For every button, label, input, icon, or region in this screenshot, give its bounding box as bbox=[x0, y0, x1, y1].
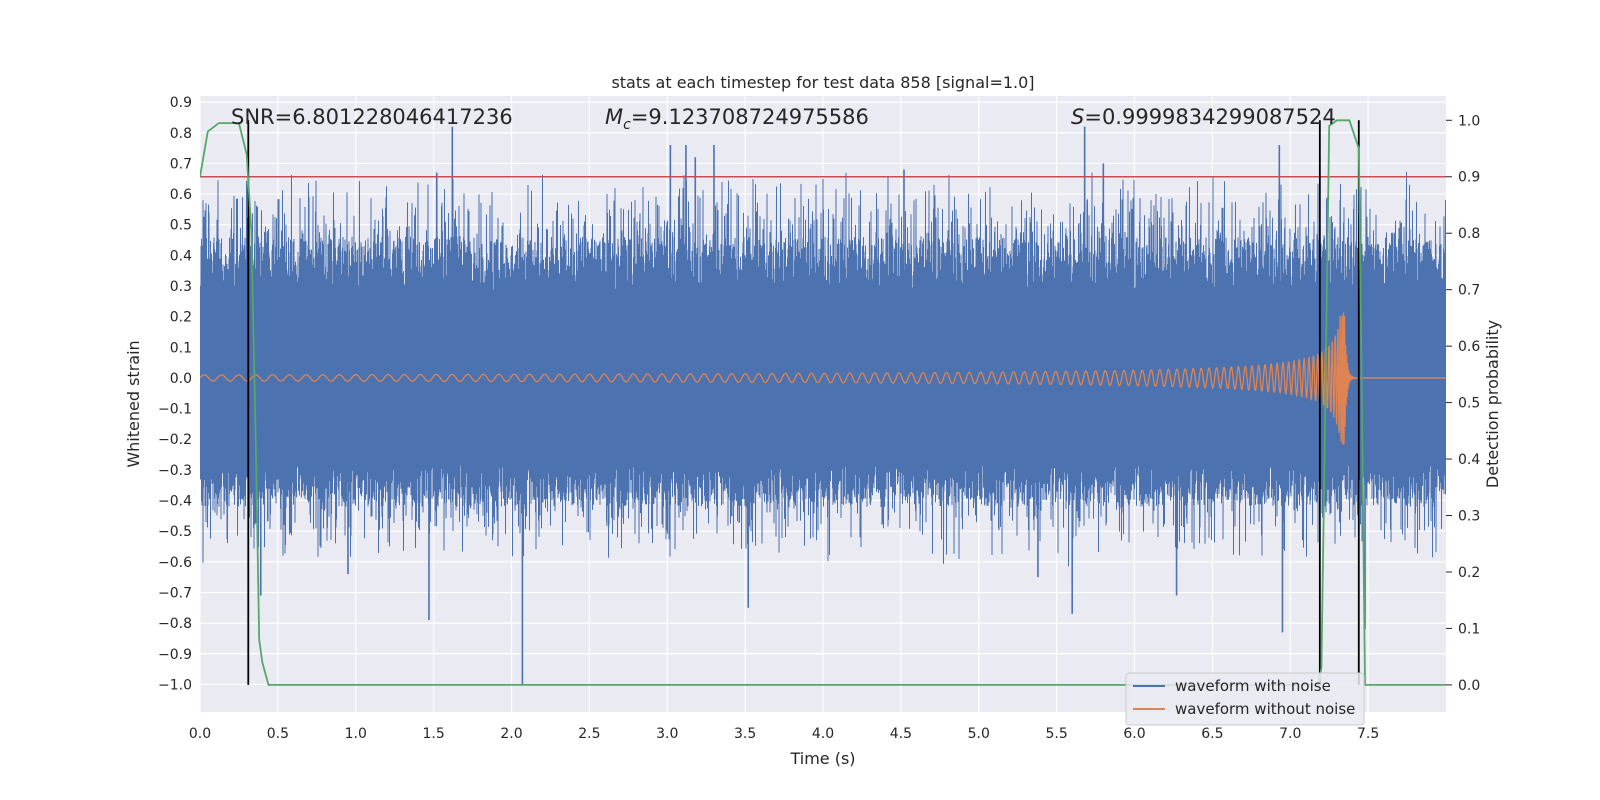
y-tick-label: −1.0 bbox=[158, 677, 192, 693]
y-tick-label: 0.0 bbox=[170, 371, 192, 387]
x-tick-label: 6.5 bbox=[1201, 726, 1223, 742]
mc-value: =9.123708724975586 bbox=[631, 105, 869, 129]
y-tick-label: −0.6 bbox=[158, 555, 192, 571]
y-tick-label: −0.4 bbox=[158, 494, 192, 510]
x-tick-label: 3.5 bbox=[734, 726, 756, 742]
x-tick-label: 6.0 bbox=[1123, 726, 1145, 742]
x-tick-label: 5.0 bbox=[968, 726, 990, 742]
y-tick-label: 0.8 bbox=[170, 126, 192, 142]
y2-axis-label: Detection probability bbox=[1483, 320, 1502, 488]
y-tick-label: 0.9 bbox=[170, 95, 192, 111]
waveform-with-noise-series bbox=[200, 126, 1446, 685]
y2-tick-label: 1.0 bbox=[1458, 113, 1480, 129]
snr-annotation: SNR=6.801228046417236 bbox=[231, 105, 513, 129]
x-tick-label: 1.5 bbox=[422, 726, 444, 742]
y-tick-label: 0.1 bbox=[170, 340, 192, 356]
chirp-mass-annotation: Mc=9.123708724975586 bbox=[605, 105, 869, 133]
legend-label-noisy: waveform with noise bbox=[1175, 677, 1331, 695]
x-tick-label: 2.5 bbox=[578, 726, 600, 742]
mc-subscript: c bbox=[623, 117, 631, 133]
y2-tick-label: 0.1 bbox=[1458, 621, 1480, 637]
y-tick-label: −0.5 bbox=[158, 524, 192, 540]
legend: waveform with noise waveform without noi… bbox=[1125, 672, 1365, 726]
y-tick-label: −0.7 bbox=[158, 585, 192, 601]
axis-ticks: 0.0 0.5 1.0 1.5 2.0 2.5 3.0 3.5 4.0 4.5 5.0 5.5 6.0 6… bbox=[158, 95, 1480, 742]
y-tick-label: 0.7 bbox=[170, 156, 192, 172]
y-axis-label: Whitened strain bbox=[124, 340, 143, 467]
y2-tick-label: 0.8 bbox=[1458, 226, 1480, 242]
x-tick-label: 4.0 bbox=[812, 726, 834, 742]
x-tick-label: 1.0 bbox=[345, 726, 367, 742]
y2-tick-label: 0.7 bbox=[1458, 283, 1480, 299]
detection-probability-series bbox=[200, 119, 1446, 686]
s-symbol: S bbox=[1071, 105, 1084, 129]
x-tick-label: 4.5 bbox=[890, 726, 912, 742]
legend-label-clean: waveform without noise bbox=[1175, 700, 1355, 718]
y2-tick-label: 0.6 bbox=[1458, 339, 1480, 355]
x-tick-label: 0.5 bbox=[267, 726, 289, 742]
x-tick-label: 3.0 bbox=[656, 726, 678, 742]
significance-annotation: S=0.9999834299087524 bbox=[1071, 105, 1336, 129]
legend-box bbox=[1125, 672, 1365, 726]
x-tick-label: 7.0 bbox=[1279, 726, 1301, 742]
s-value: =0.9999834299087524 bbox=[1084, 105, 1335, 129]
y-tick-label: −0.8 bbox=[158, 616, 192, 632]
y-tick-label: 0.2 bbox=[170, 310, 192, 326]
y-tick-label: −0.9 bbox=[158, 647, 192, 663]
y2-tick-label: 0.5 bbox=[1458, 396, 1480, 412]
y-tick-label: −0.1 bbox=[158, 402, 192, 418]
noisy-waveform-line bbox=[200, 171, 1446, 567]
y-tick-label: 0.5 bbox=[170, 218, 192, 234]
mc-symbol: M bbox=[605, 105, 623, 129]
y-tick-label: −0.2 bbox=[158, 432, 192, 448]
chart-title: stats at each timestep for test data 858… bbox=[611, 73, 1034, 92]
y-tick-label: 0.6 bbox=[170, 187, 192, 203]
waveform-without-noise-series bbox=[200, 312, 1446, 445]
x-tick-label: 5.5 bbox=[1045, 726, 1067, 742]
y2-tick-label: 0.4 bbox=[1458, 452, 1480, 468]
y2-tick-label: 0.3 bbox=[1458, 509, 1480, 525]
y2-tick-label: 0.2 bbox=[1458, 565, 1480, 581]
y-tick-label: −0.3 bbox=[158, 463, 192, 479]
x-axis-label: Time (s) bbox=[789, 749, 855, 768]
y2-tick-label: 0.9 bbox=[1458, 170, 1480, 186]
y-tick-label: 0.3 bbox=[170, 279, 192, 295]
clean-waveform-line bbox=[200, 312, 1446, 445]
y-tick-label: 0.4 bbox=[170, 248, 192, 264]
x-tick-label: 7.5 bbox=[1357, 726, 1379, 742]
x-tick-label: 2.0 bbox=[500, 726, 522, 742]
probability-line bbox=[200, 119, 1446, 686]
x-tick-label: 0.0 bbox=[189, 726, 211, 742]
y2-tick-label: 0.0 bbox=[1458, 678, 1480, 694]
